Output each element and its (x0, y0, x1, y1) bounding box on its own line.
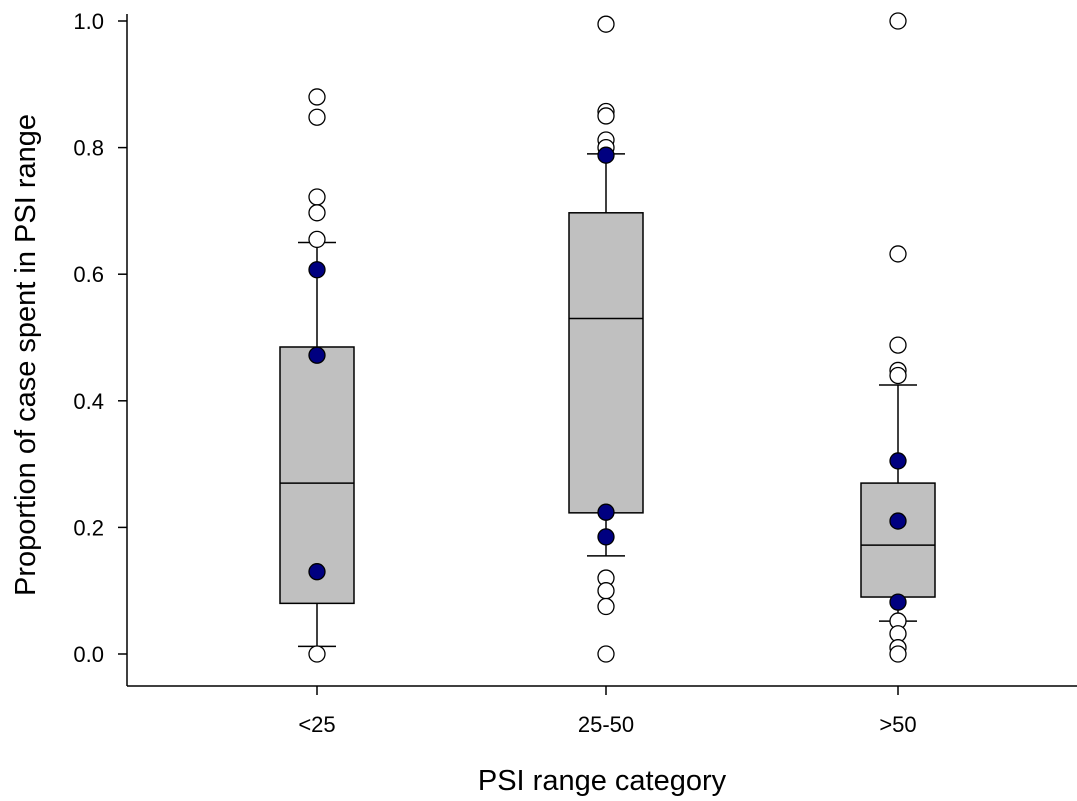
highlighted-point (889, 452, 907, 470)
y-tick-label: 0.8 (73, 136, 104, 161)
highlighted-point (597, 146, 615, 164)
points (308, 12, 907, 663)
outlier-point (308, 108, 326, 126)
outlier-point (889, 336, 907, 354)
box-iqr (279, 346, 355, 605)
x-tick-label: <25 (298, 712, 335, 737)
box-iqr (860, 482, 936, 598)
outlier-point (597, 582, 615, 600)
box-iqr (568, 212, 644, 514)
highlighted-point (308, 563, 326, 581)
outlier-point (597, 597, 615, 616)
box->50 (860, 384, 936, 622)
outlier-point (889, 645, 907, 663)
y-tick-label: 1.0 (73, 9, 104, 34)
box-25-50 (568, 153, 644, 557)
x-axis-label: PSI range category (478, 765, 727, 797)
outlier-point (597, 15, 615, 33)
y-tick-label: 0.0 (73, 642, 104, 667)
highlighted-point (308, 346, 326, 364)
x-tick-label: 25-50 (578, 712, 634, 737)
outlier-point (308, 204, 326, 222)
y-ticks: 0.0 0.2 0.4 0.6 0.8 1.0 (73, 9, 127, 667)
y-tick-label: 0.2 (73, 515, 104, 540)
box-<25 (279, 241, 355, 648)
highlighted-point (308, 261, 326, 279)
outlier-point (308, 230, 326, 249)
y-tick-label: 0.4 (73, 389, 104, 414)
outlier-point (889, 245, 907, 263)
highlighted-point (889, 512, 907, 530)
outlier-point (308, 188, 326, 206)
y-axis-label: Proportion of case spent in PSI range (10, 114, 42, 596)
outlier-point (597, 107, 615, 125)
highlighted-point (889, 593, 907, 611)
outlier-point (597, 645, 615, 663)
highlighted-point (597, 503, 615, 521)
x-ticks: <25 25-50 >50 (298, 686, 917, 737)
axes (126, 14, 1077, 687)
highlighted-point (597, 528, 615, 546)
x-tick-label: >50 (879, 712, 916, 737)
y-tick-label: 0.6 (73, 262, 104, 287)
outlier-point (889, 366, 907, 385)
outlier-point (308, 88, 326, 106)
outlier-point (308, 645, 326, 663)
outlier-point (889, 12, 907, 30)
